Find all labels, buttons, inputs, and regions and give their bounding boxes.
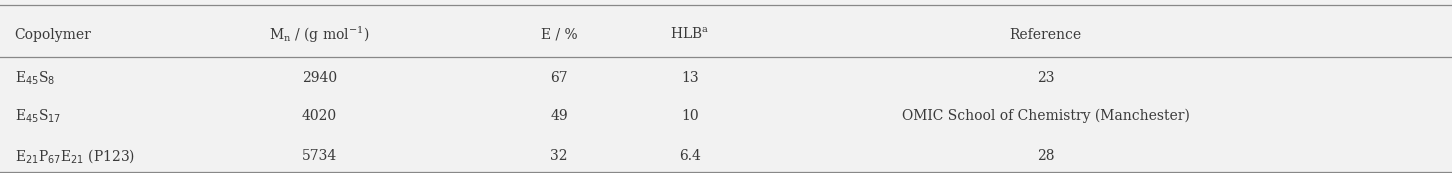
Text: Reference: Reference: [1009, 28, 1082, 42]
Text: OMIC School of Chemistry (Manchester): OMIC School of Chemistry (Manchester): [902, 109, 1189, 123]
Text: 28: 28: [1037, 149, 1054, 163]
Text: 23: 23: [1037, 71, 1054, 85]
Text: 49: 49: [550, 109, 568, 123]
Text: E$_{45}$S$_{17}$: E$_{45}$S$_{17}$: [15, 107, 61, 125]
Text: 4020: 4020: [302, 109, 337, 123]
Text: HLB$^{\mathregular{a}}$: HLB$^{\mathregular{a}}$: [671, 27, 709, 42]
Text: E / %: E / %: [540, 28, 578, 42]
Text: 2940: 2940: [302, 71, 337, 85]
Text: Copolymer: Copolymer: [15, 28, 91, 42]
Text: M$_{\mathregular{n}}$ / (g mol$^{\mathregular{-1}}$): M$_{\mathregular{n}}$ / (g mol$^{\mathre…: [269, 24, 370, 45]
Text: E$_{45}$S$_{8}$: E$_{45}$S$_{8}$: [15, 69, 55, 86]
Text: 6.4: 6.4: [678, 149, 701, 163]
Text: E$_{21}$P$_{67}$E$_{21}$ (P123): E$_{21}$P$_{67}$E$_{21}$ (P123): [15, 147, 135, 165]
Text: 67: 67: [550, 71, 568, 85]
Text: 32: 32: [550, 149, 568, 163]
Text: 10: 10: [681, 109, 698, 123]
Text: 13: 13: [681, 71, 698, 85]
Text: 5734: 5734: [302, 149, 337, 163]
